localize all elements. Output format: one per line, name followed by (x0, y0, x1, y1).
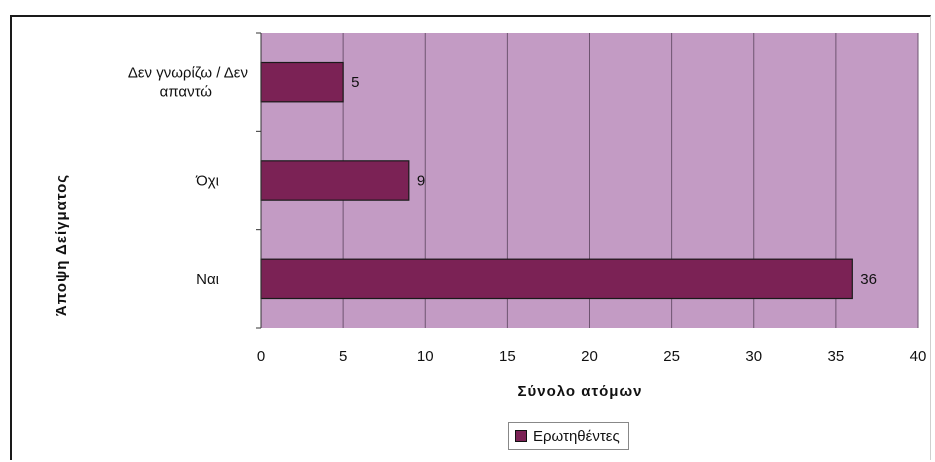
value-label: 5 (351, 74, 359, 91)
x-tick-label: 10 (417, 348, 434, 365)
bar-2 (260, 258, 853, 300)
x-axis-title: Σύνολο ατόμων (518, 383, 643, 400)
category-label: Όχι (195, 173, 219, 190)
value-label: 36 (860, 271, 877, 288)
legend-label: Ερωτηθέντες (533, 427, 620, 445)
x-tick-label: 35 (828, 348, 845, 365)
category-label-line: απαντώ (160, 84, 213, 101)
x-tick-labels: 0 5 10 15 20 25 30 35 40 (257, 348, 927, 365)
legend: Ερωτηθέντες (508, 422, 629, 450)
category-label: Ναι (196, 271, 219, 288)
x-tick-label: 20 (581, 348, 598, 365)
x-tick-label: 30 (745, 348, 762, 365)
x-tick-label: 40 (910, 348, 927, 365)
category-label-line: Όχι (195, 173, 219, 190)
bar-1 (260, 160, 410, 201)
x-tick-label: 15 (499, 348, 516, 365)
bars (260, 61, 853, 300)
category-labels: Δεν γνωρίζω / Δεν απαντώ Όχι Ναι (128, 65, 248, 288)
y-axis-title: Άποψη Δείγματος (53, 174, 70, 316)
x-tick-label: 0 (257, 348, 265, 365)
bar-0 (260, 61, 344, 103)
value-label: 9 (417, 173, 425, 190)
y-axis-ticks (256, 32, 261, 329)
category-label-line: Ναι (196, 271, 219, 288)
value-labels: 5 9 36 (351, 74, 877, 288)
category-label: Δεν γνωρίζω / Δεν απαντώ (128, 65, 248, 101)
legend-swatch (515, 430, 527, 442)
x-tick-label: 5 (339, 348, 347, 365)
category-label-line: Δεν γνωρίζω / Δεν (128, 65, 248, 82)
x-tick-label: 25 (663, 348, 680, 365)
